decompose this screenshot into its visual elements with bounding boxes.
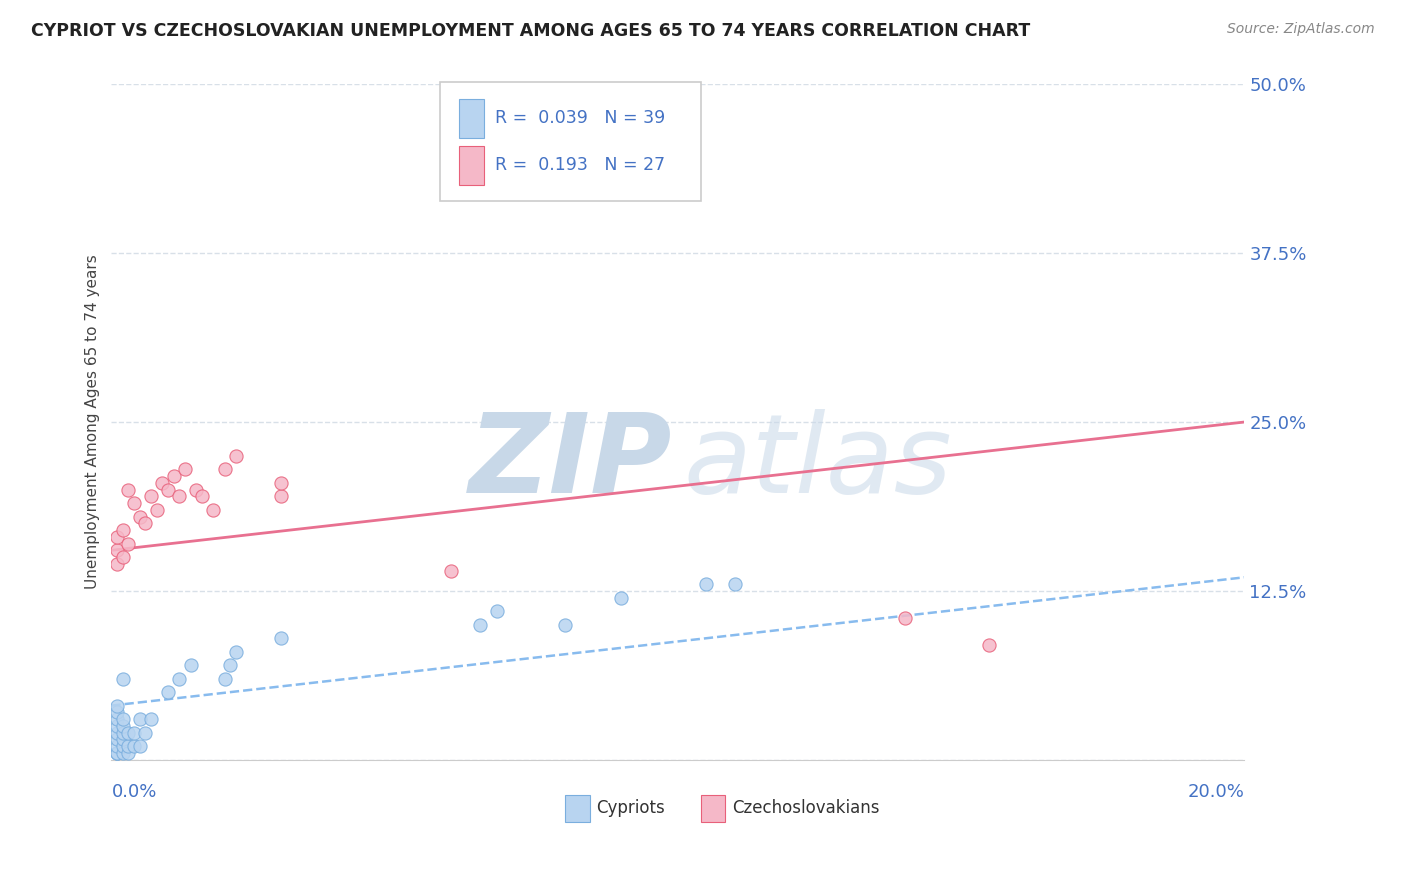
Point [554,617,576,632]
Point [117,725,139,739]
Point [111,719,134,733]
Point [105,746,128,760]
Point [122,725,145,739]
Point [145,503,167,517]
Point [191,489,214,503]
Point [225,644,247,658]
Point [105,719,128,733]
Point [169,489,191,503]
Point [105,725,128,739]
Point [695,577,717,591]
Point [117,746,139,760]
Point [117,739,139,753]
Text: 0.0%: 0.0% [111,783,157,801]
Point [214,672,236,686]
Text: CYPRIOT VS CZECHOSLOVAKIAN UNEMPLOYMENT AMONG AGES 65 TO 74 YEARS CORRELATION CH: CYPRIOT VS CZECHOSLOVAKIAN UNEMPLOYMENT … [31,22,1031,40]
Text: Cypriots: Cypriots [596,799,665,817]
Point [111,732,134,747]
Point [105,746,128,760]
Point [105,739,128,753]
Point [180,658,202,673]
Point [105,698,128,713]
Point [157,685,180,699]
Point [105,746,128,760]
Point [105,530,128,544]
Bar [460,146,484,185]
Point [122,739,145,753]
Text: Czechoslovakians: Czechoslovakians [733,799,880,817]
Point [105,732,128,747]
Point [270,489,292,503]
Point [214,462,236,476]
Point [128,712,150,726]
Point [105,543,128,558]
Bar [460,99,484,137]
Point [893,611,915,625]
Text: ZIP: ZIP [468,409,672,516]
Point [111,746,134,760]
Point [105,706,128,720]
Point [134,725,156,739]
Text: R =  0.039   N = 39: R = 0.039 N = 39 [495,109,666,128]
Point [174,462,197,476]
Point [225,449,247,463]
Point [111,550,134,565]
Point [117,536,139,550]
Point [186,483,208,497]
Y-axis label: Unemployment Among Ages 65 to 74 years: Unemployment Among Ages 65 to 74 years [86,254,100,590]
Point [163,469,186,483]
Point [219,658,242,673]
Point [105,712,128,726]
Point [152,475,174,490]
Point [128,739,150,753]
Point [270,631,292,645]
Point [111,672,134,686]
Point [105,557,128,571]
Point [134,516,156,531]
Bar [565,796,589,822]
Point [139,489,162,503]
Point [468,617,491,632]
Point [485,604,508,618]
Text: Source: ZipAtlas.com: Source: ZipAtlas.com [1227,22,1375,37]
Point [979,638,1001,652]
Point [270,475,292,490]
Text: atlas: atlas [683,409,952,516]
Text: R =  0.193   N = 27: R = 0.193 N = 27 [495,156,665,175]
Point [202,503,225,517]
Point [723,577,745,591]
Point [111,712,134,726]
Text: 20.0%: 20.0% [1188,783,1244,801]
Point [157,483,180,497]
Point [169,672,191,686]
Point [610,591,633,605]
Bar [700,796,725,822]
Point [122,496,145,510]
Point [117,483,139,497]
Point [128,509,150,524]
FancyBboxPatch shape [440,82,700,201]
Point [111,523,134,537]
Point [111,725,134,739]
Point [139,712,162,726]
Point [111,739,134,753]
Point [440,564,463,578]
